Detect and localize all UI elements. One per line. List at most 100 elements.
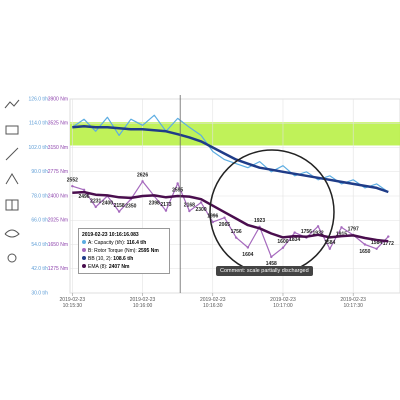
tooltip-time: 2019-02-23 10:16:16.083: [82, 231, 166, 239]
data-point: [82, 188, 86, 191]
data-point: [316, 225, 320, 228]
toolbar: [4, 99, 20, 263]
tooltip-item: BB (10, 2): 108.6 t/h: [82, 255, 166, 263]
tooltip-label: EMA (8):: [88, 264, 108, 270]
y-tick-label: 78.0 t/h: [31, 193, 48, 199]
data-point: [270, 255, 273, 259]
y2-tick-label: 2025 Nm: [48, 218, 68, 224]
annotation: Comment: scale partially discharged: [216, 266, 313, 276]
series-line: [72, 180, 389, 258]
y-tick-label: 102.0 t/h: [29, 145, 49, 151]
data-label: 2400: [102, 200, 113, 206]
data-point: [223, 216, 226, 219]
data-point: [293, 231, 296, 234]
data-label: 2350: [125, 204, 136, 210]
data-point: [363, 243, 367, 246]
data-label: 1996: [207, 213, 218, 219]
series-line: [72, 125, 389, 194]
y-tick-label: 90.0 t/h: [31, 169, 48, 175]
data-label: 2300: [196, 207, 207, 213]
tool-text[interactable]: [5, 125, 19, 135]
tooltip-value: 116.4 t/h: [126, 240, 147, 246]
data-label: 2168: [184, 202, 195, 208]
data-label: 2626: [137, 173, 148, 179]
data-point: [328, 247, 331, 250]
series-line: [72, 190, 389, 243]
data-label: 1584: [324, 240, 335, 246]
data-point: [281, 246, 285, 249]
y-tick-label: 54.0 t/h: [31, 242, 48, 248]
y2-tick-label: 1650 Nm: [48, 242, 68, 248]
data-point: [375, 247, 378, 250]
data-label: 2552: [67, 177, 78, 183]
tool-trend[interactable]: [4, 99, 20, 109]
data-point: [117, 210, 121, 213]
y2-tick-label: 2400 Nm: [48, 193, 68, 199]
data-point: [199, 201, 203, 204]
highlight-band: [70, 122, 400, 146]
y-tick-label: 126.0 t/h: [29, 96, 49, 102]
data-point: [94, 205, 97, 209]
data-label: 1923: [254, 218, 265, 224]
data-point: [141, 180, 144, 183]
y-tick-label: 114.0 t/h: [29, 121, 48, 127]
data-point: [340, 226, 343, 229]
tooltip-time-text: 2019-02-23 10:16:16.083: [82, 232, 139, 238]
tooltip-label: B: Rotor Torque (Nm):: [88, 248, 137, 254]
data-label: 1604: [242, 252, 253, 258]
tooltip-value: 108.6 t/h: [113, 256, 134, 262]
y-tick-label: 66.0 t/h: [31, 218, 48, 224]
data-point: [176, 182, 179, 185]
data-point: [211, 220, 214, 224]
data-label: 1756: [231, 229, 242, 235]
data-label: 1650: [359, 249, 370, 255]
x-tick-label: 2019-02-23 10:16:00: [129, 297, 156, 309]
data-label: 2173: [160, 202, 171, 208]
data-point: [246, 246, 250, 249]
tool-eye[interactable]: [4, 229, 20, 238]
y2-tick-label: 2775 Nm: [48, 169, 68, 175]
data-label: 1797: [348, 226, 359, 232]
tool-angle[interactable]: [5, 173, 19, 185]
data-label: 2496: [78, 194, 89, 200]
y2-tick-label: 1275 Nm: [48, 266, 68, 272]
data-label: 1458: [266, 261, 277, 267]
data-label: 2231: [90, 198, 101, 204]
data-point: [71, 184, 74, 188]
data-label: 1584: [371, 240, 382, 246]
data-label: 1756: [301, 229, 312, 235]
data-label: 1915: [336, 232, 347, 238]
y-tick-label: 30.0 t/h: [31, 290, 48, 296]
tooltip-item: EMA (8): 2407 Nm: [82, 263, 166, 271]
y2-tick-label: 3525 Nm: [48, 121, 68, 127]
data-point: [188, 209, 191, 213]
data-label: 2065: [219, 222, 230, 228]
data-label: 1834: [289, 237, 300, 243]
data-point: [164, 209, 168, 212]
y2-tick-label: 3900 Nm: [48, 96, 68, 102]
tooltip-value: 2407 Nm: [108, 264, 130, 270]
tooltip-value: 2595 Nm: [138, 248, 159, 254]
data-label: 1600: [277, 239, 288, 245]
y-tick-label: 42.0 t/h: [31, 266, 48, 272]
x-tick-label: 2019-02-23 10:17:30: [340, 297, 366, 309]
data-point: [234, 236, 238, 239]
tooltip-label: A: Capacity (t/h):: [88, 240, 126, 246]
tooltip-item: A: Capacity (t/h): 116.4 t/h: [82, 239, 166, 247]
tooltip: 2019-02-23 10:16:16.083 A: Capacity (t/h…: [78, 228, 170, 274]
tool-line[interactable]: [5, 147, 19, 161]
data-label: 2595: [172, 188, 183, 194]
x-tick-label: 2019-02-23 10:17:00: [270, 297, 296, 309]
x-tick-label: 2019-02-23 10:15:30: [59, 297, 86, 309]
x-tick-label: 2019-02-23 10:16:30: [199, 297, 226, 309]
data-label: 2398: [149, 200, 160, 206]
y2-tick-label: 3150 Nm: [48, 145, 68, 151]
data-point: [387, 235, 390, 238]
tooltip-item: B: Rotor Torque (Nm): 2595 Nm: [82, 247, 166, 255]
data-label: 1772: [383, 241, 394, 247]
tooltip-label: BB (10, 2):: [88, 256, 112, 262]
data-label: 2158: [114, 203, 125, 209]
tool-zoom[interactable]: [7, 253, 17, 263]
